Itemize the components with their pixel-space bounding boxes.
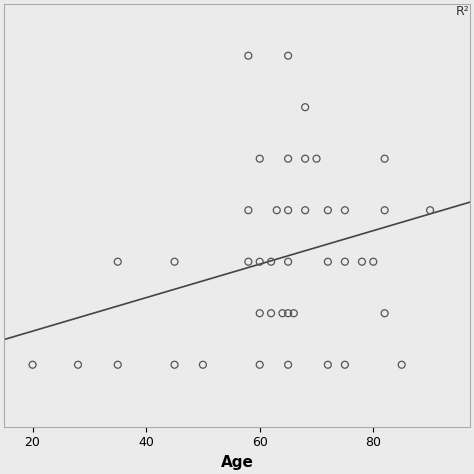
Point: [301, 206, 309, 214]
Point: [284, 206, 292, 214]
Text: R²: R²: [456, 5, 469, 18]
Point: [324, 206, 332, 214]
Point: [171, 361, 178, 368]
Point: [267, 310, 275, 317]
Point: [290, 310, 298, 317]
Point: [341, 206, 349, 214]
Point: [284, 258, 292, 265]
X-axis label: Age: Age: [220, 455, 254, 470]
Point: [245, 258, 252, 265]
Point: [267, 258, 275, 265]
Point: [29, 361, 36, 368]
Point: [426, 206, 434, 214]
Point: [381, 155, 388, 163]
Point: [341, 258, 349, 265]
Point: [324, 258, 332, 265]
Point: [256, 310, 264, 317]
Point: [199, 361, 207, 368]
Point: [398, 361, 405, 368]
Point: [74, 361, 82, 368]
Point: [381, 310, 388, 317]
Point: [324, 361, 332, 368]
Point: [341, 361, 349, 368]
Point: [313, 155, 320, 163]
Point: [284, 155, 292, 163]
Point: [273, 206, 281, 214]
Point: [370, 258, 377, 265]
Point: [245, 206, 252, 214]
Point: [245, 52, 252, 59]
Point: [171, 258, 178, 265]
Point: [114, 361, 121, 368]
Point: [381, 206, 388, 214]
Point: [114, 258, 121, 265]
Point: [301, 155, 309, 163]
Point: [358, 258, 366, 265]
Point: [256, 361, 264, 368]
Point: [256, 155, 264, 163]
Point: [284, 52, 292, 59]
Point: [301, 103, 309, 111]
Point: [284, 310, 292, 317]
Point: [256, 258, 264, 265]
Point: [279, 310, 286, 317]
Point: [284, 361, 292, 368]
